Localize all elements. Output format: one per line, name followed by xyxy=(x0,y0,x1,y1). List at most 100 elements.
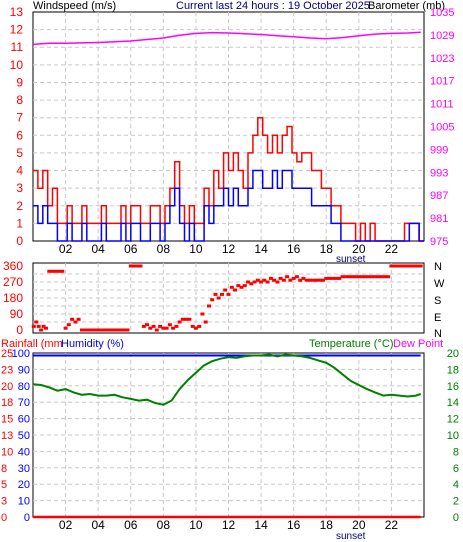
direction-point xyxy=(216,296,221,300)
direction-point xyxy=(177,320,182,324)
temp-time-tick-labels: 02 04 06 08 10 12 14 16 18 20 22 xyxy=(59,518,399,532)
compass-label-e: E xyxy=(434,312,441,324)
barometer-tick-975: 975 xyxy=(430,236,448,248)
barometer-tick-981: 981 xyxy=(430,213,448,225)
direction-point xyxy=(272,278,277,282)
barometer-tick-1023: 1023 xyxy=(430,53,454,65)
direction-point xyxy=(343,275,348,279)
direction-point xyxy=(395,264,400,268)
temperature-axis-title: Temperature (°C) xyxy=(309,338,393,350)
direction-tick-90: 90 xyxy=(10,307,24,321)
p3-x-tick-22: 22 xyxy=(385,518,399,532)
direction-tick-180: 180 xyxy=(3,291,23,305)
direction-point xyxy=(60,269,65,273)
direction-point xyxy=(135,264,140,268)
direction-point xyxy=(109,328,114,332)
direction-point xyxy=(262,278,267,282)
p1-x-tick-20: 20 xyxy=(352,242,366,256)
direction-point xyxy=(330,276,335,280)
direction-point xyxy=(389,264,394,268)
rainfall-tick-labels: 0 3 5 8 10 13 15 18 20 23 25 xyxy=(1,348,13,524)
rainfall-tick-5: 5 xyxy=(1,479,7,491)
direction-point xyxy=(356,275,361,279)
direction-point xyxy=(376,275,381,279)
direction-point xyxy=(167,323,172,327)
direction-point xyxy=(63,326,68,330)
direction-point xyxy=(141,324,146,328)
dew-point-axis-title: Dew Point xyxy=(393,338,443,350)
p1-x-tick-06: 06 xyxy=(124,242,138,256)
direction-point xyxy=(99,328,104,332)
direction-tick-0: 0 xyxy=(16,323,23,337)
direction-point xyxy=(246,280,250,284)
rainfall-tick-3: 3 xyxy=(1,496,7,508)
direction-point xyxy=(79,328,84,332)
windspeed-tick-3: 3 xyxy=(16,181,23,195)
direction-point xyxy=(298,278,303,282)
direction-point xyxy=(360,275,365,279)
temperature-tick-18: 18 xyxy=(447,364,459,376)
temperature-tick-16: 16 xyxy=(447,381,459,393)
compass-label-n-bottom: N xyxy=(434,328,442,340)
direction-point xyxy=(207,304,211,308)
direction-point xyxy=(366,275,371,279)
direction-point xyxy=(337,276,342,280)
direction-point xyxy=(340,275,345,279)
direction-point xyxy=(324,276,329,280)
compass-label-s: S xyxy=(434,295,441,307)
p1-x-tick-16: 16 xyxy=(287,242,301,256)
p3-x-tick-04: 04 xyxy=(91,518,105,532)
sunset-label: sunset xyxy=(336,254,366,265)
temp-humidity-series xyxy=(32,353,422,519)
direction-point xyxy=(47,269,52,273)
direction-point xyxy=(259,280,264,284)
rainfall-tick-15: 15 xyxy=(1,414,13,426)
wind-gust-line xyxy=(33,116,424,242)
windspeed-tick-7: 7 xyxy=(16,111,23,125)
direction-point xyxy=(291,276,296,280)
wind-pressure-series xyxy=(32,31,424,242)
compass-labels: N W S E N xyxy=(434,261,445,340)
humidity-tick-40: 40 xyxy=(18,446,30,458)
p1-x-tick-22: 22 xyxy=(385,242,399,256)
p3-x-tick-02: 02 xyxy=(59,518,73,532)
direction-point xyxy=(373,275,378,279)
temperature-tick-8: 8 xyxy=(453,446,459,458)
compass-label-w: W xyxy=(434,278,445,290)
barometer-tick-1029: 1029 xyxy=(430,30,454,42)
temperature-tick-20: 20 xyxy=(447,348,459,360)
direction-point xyxy=(76,317,81,321)
rainfall-tick-10: 10 xyxy=(1,446,13,458)
direction-point xyxy=(265,280,270,284)
sunset-label-bottom: sunset xyxy=(336,531,366,542)
direction-point xyxy=(200,312,205,316)
direction-point xyxy=(392,264,397,268)
direction-point xyxy=(399,264,404,268)
p1-x-tick-14: 14 xyxy=(254,242,268,256)
direction-tick-360: 360 xyxy=(3,259,23,273)
direction-point xyxy=(125,328,130,332)
p1-x-tick-04: 04 xyxy=(91,242,105,256)
humidity-tick-50: 50 xyxy=(18,430,30,442)
wind-direction-panel: 0 90 180 270 360 N W S E N xyxy=(3,259,445,340)
windspeed-tick-10: 10 xyxy=(10,58,24,72)
temperature-tick-14: 14 xyxy=(447,397,459,409)
wind-direction-grid xyxy=(33,263,424,333)
direction-point xyxy=(350,275,355,279)
windspeed-tick-5: 5 xyxy=(16,146,23,160)
rainfall-tick-25: 25 xyxy=(1,348,13,360)
rainfall-tick-8: 8 xyxy=(1,463,7,475)
barometer-tick-999: 999 xyxy=(430,144,448,156)
direction-point xyxy=(226,292,231,296)
direction-point xyxy=(154,328,159,332)
direction-point xyxy=(347,275,352,279)
direction-point xyxy=(327,276,332,280)
direction-point xyxy=(402,264,407,268)
direction-point xyxy=(161,326,166,330)
barometer-line xyxy=(32,31,421,46)
wind-time-tick-labels: 02 04 06 08 10 12 14 16 18 20 22 xyxy=(59,242,399,256)
barometer-tick-993: 993 xyxy=(430,167,448,179)
wind-direction-points xyxy=(31,264,423,332)
direction-point xyxy=(164,326,169,330)
direction-point xyxy=(409,264,413,268)
